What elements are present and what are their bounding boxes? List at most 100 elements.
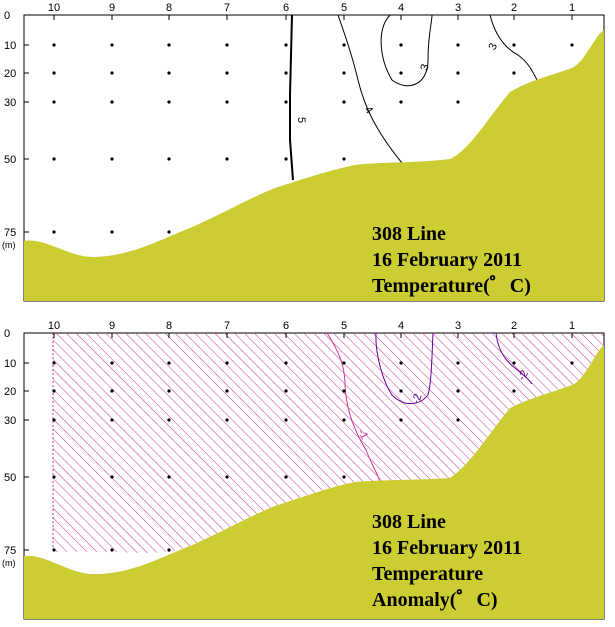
sample-point xyxy=(167,100,171,104)
anomaly-caption-line-2: 16 February 2011 xyxy=(372,537,522,559)
sample-point xyxy=(399,389,403,393)
station-label: 9 xyxy=(109,320,115,332)
sample-point xyxy=(456,389,460,393)
depth-label: 75 xyxy=(4,227,16,239)
station-label: 4 xyxy=(398,320,404,332)
sample-point xyxy=(284,475,288,479)
sample-point xyxy=(342,43,346,47)
sample-point xyxy=(284,100,288,104)
sample-point xyxy=(52,361,56,365)
sample-point xyxy=(225,389,229,393)
station-label: 4 xyxy=(398,2,404,14)
sample-point xyxy=(456,71,460,75)
depth-label: 75 xyxy=(4,545,16,557)
anomaly-negative-region xyxy=(53,333,604,553)
sample-point xyxy=(284,418,288,422)
sample-point xyxy=(399,71,403,75)
contour-minus-1 xyxy=(326,332,381,483)
depth-label: 50 xyxy=(4,472,16,484)
station-label: 3 xyxy=(455,320,461,332)
temperature-caption-line-3: Temperature(゜C) xyxy=(372,274,531,297)
sample-point xyxy=(342,475,346,479)
sample-point xyxy=(52,230,56,234)
sample-point xyxy=(110,43,114,47)
depth-label: 0 xyxy=(4,10,10,22)
sample-point xyxy=(512,389,516,393)
sample-point xyxy=(399,43,403,47)
sample-point xyxy=(52,100,56,104)
depth-label: 10 xyxy=(4,40,16,52)
station-label: 3 xyxy=(455,2,461,14)
sample-point xyxy=(399,100,403,104)
depth-label: 50 xyxy=(4,154,16,166)
temperature-caption-line-2: 16 February 2011 xyxy=(372,249,522,271)
contour-label-3b: 3 xyxy=(487,41,500,52)
depth-label: 0 xyxy=(4,328,10,340)
depth-unit-label: (m) xyxy=(2,558,16,568)
sample-point xyxy=(225,71,229,75)
depth-label: 30 xyxy=(4,97,16,109)
station-label: 6 xyxy=(283,320,289,332)
sample-point xyxy=(456,361,460,365)
sample-point xyxy=(167,361,171,365)
sample-point xyxy=(167,548,171,552)
sample-point xyxy=(167,43,171,47)
sample-point xyxy=(456,100,460,104)
sample-point xyxy=(342,418,346,422)
station-label: 7 xyxy=(224,320,230,332)
sample-point xyxy=(225,361,229,365)
depth-label: 20 xyxy=(4,68,16,80)
sample-point xyxy=(342,157,346,161)
anomaly-caption-line-3: Temperature xyxy=(372,563,483,585)
sample-point xyxy=(52,475,56,479)
sample-point xyxy=(284,389,288,393)
sample-point xyxy=(342,71,346,75)
sample-point xyxy=(167,418,171,422)
sample-point xyxy=(52,71,56,75)
temperature-caption-line-1: 308 Line xyxy=(372,223,446,245)
sample-point xyxy=(225,157,229,161)
sample-point xyxy=(110,389,114,393)
anomaly-caption-line-4: Anomaly(゜C) xyxy=(372,588,498,611)
sample-point xyxy=(342,100,346,104)
station-label: 1 xyxy=(569,2,575,14)
contour-3-left xyxy=(380,14,433,87)
sample-point xyxy=(225,43,229,47)
station-label: 2 xyxy=(511,320,517,332)
sample-point xyxy=(570,361,574,365)
station-label: 2 xyxy=(511,2,517,14)
sample-point xyxy=(456,43,460,47)
sample-point xyxy=(225,475,229,479)
anomaly-seabed xyxy=(24,345,604,619)
contour-label-4: 4 xyxy=(362,104,375,116)
depth-label: 30 xyxy=(4,415,16,427)
sample-point xyxy=(110,230,114,234)
sample-point xyxy=(225,418,229,422)
sample-point xyxy=(52,157,56,161)
anomaly-label-minus-2a: -2 xyxy=(410,392,425,405)
sample-point xyxy=(52,43,56,47)
sample-point xyxy=(52,548,56,552)
sample-point xyxy=(284,71,288,75)
sample-point xyxy=(110,100,114,104)
station-label: 5 xyxy=(341,320,347,332)
sample-point xyxy=(512,43,516,47)
sample-point xyxy=(225,100,229,104)
sample-point xyxy=(342,361,346,365)
sample-point xyxy=(110,71,114,75)
station-label: 5 xyxy=(341,2,347,14)
station-label: 8 xyxy=(166,320,172,332)
sample-point xyxy=(342,389,346,393)
sample-point xyxy=(167,71,171,75)
contour-minus-2-left xyxy=(375,332,434,405)
sample-point xyxy=(52,418,56,422)
contour-5 xyxy=(289,14,294,181)
sample-point xyxy=(110,157,114,161)
depth-unit-label: (m) xyxy=(2,240,16,250)
depth-label: 10 xyxy=(4,358,16,370)
anomaly-caption-line-1: 308 Line xyxy=(372,511,446,533)
contour-minus-2-right xyxy=(495,332,533,385)
station-label: 9 xyxy=(109,2,115,14)
contour-4 xyxy=(337,14,403,164)
